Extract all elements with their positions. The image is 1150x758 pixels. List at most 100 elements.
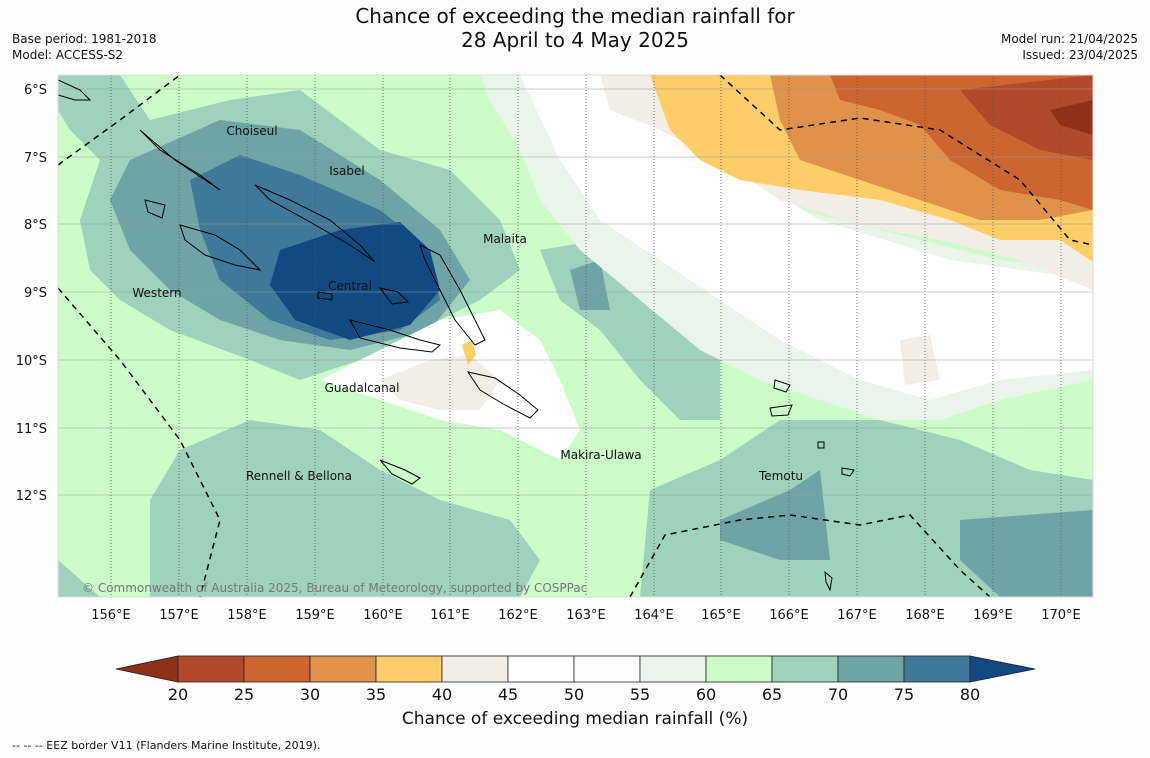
zone-45-55 <box>520 75 1093 400</box>
lat-label: 7°S <box>24 151 47 166</box>
western-island-1 <box>144 199 166 219</box>
lat-label: 11°S <box>16 422 47 437</box>
temotu-island-2 <box>769 404 793 417</box>
temotu-island-3 <box>841 467 855 477</box>
colorbar-segment <box>837 655 905 683</box>
lat-axis-labels: 6°S 7°S 8°S 9°S 10°S 11°S 12°S <box>16 83 47 504</box>
lat-label: 10°S <box>16 354 47 369</box>
lon-gridlines <box>110 75 1062 597</box>
eez-borders <box>58 75 1093 597</box>
label-malaita: Malaita <box>483 232 527 246</box>
map-frame <box>57 74 1094 598</box>
zone-80-plus <box>270 222 440 340</box>
guadalcanal-north <box>349 319 442 353</box>
label-temotu: Temotu <box>758 469 803 483</box>
choiseul-island <box>139 129 221 191</box>
colorbar-extend-low <box>115 655 179 683</box>
base-info: Base period: 1981-2018 Model: ACCESS-S2 <box>12 31 157 63</box>
rennell-island <box>379 459 421 485</box>
coastlines <box>58 79 855 592</box>
lon-label: 169°E <box>973 608 1013 623</box>
colorbar-segment <box>639 655 707 683</box>
colorbar-segment <box>771 655 839 683</box>
lon-label: 160°E <box>363 608 403 623</box>
title-line-2: 28 April to 4 May 2025 <box>461 28 689 52</box>
colorbar-tick-label: 80 <box>960 685 980 704</box>
zone-small-dry <box>462 340 476 365</box>
colorbar-segment <box>705 655 773 683</box>
western-island-2 <box>179 224 262 271</box>
label-makira-ulawa: Makira-Ulawa <box>560 448 641 462</box>
lon-label: 166°E <box>769 608 809 623</box>
model-name: Model: ACCESS-S2 <box>12 48 124 62</box>
temotu-island-4 <box>817 441 825 449</box>
title-line-1: Chance of exceeding the median rainfall … <box>355 4 795 28</box>
zone-40-45-south <box>380 355 500 410</box>
lat-label: 8°S <box>24 218 47 233</box>
lon-label: 168°E <box>905 608 945 623</box>
label-central: Central <box>328 279 372 293</box>
issued-date: Issued: 23/04/2025 <box>1022 48 1138 62</box>
lat-label: 6°S <box>24 83 47 98</box>
base-period: Base period: 1981-2018 <box>12 32 157 46</box>
lon-label: 156°E <box>91 608 131 623</box>
colorbar-segment <box>309 655 377 683</box>
colorbar-tick-label: 30 <box>300 685 320 704</box>
bougainville-coast <box>58 79 92 101</box>
colorbar-tick-label: 70 <box>828 685 848 704</box>
zone-70-75-southeast <box>720 470 830 560</box>
label-rennell-bellona: Rennell & Bellona <box>246 469 352 483</box>
isabel-island <box>254 184 376 263</box>
central-island <box>378 287 410 305</box>
central-island-2 <box>317 291 333 301</box>
temotu-island-5 <box>824 570 833 592</box>
lon-label: 159°E <box>295 608 335 623</box>
lon-label: 161°E <box>430 608 470 623</box>
zone-70-75-east <box>570 260 610 310</box>
colorbar-tick-label: 65 <box>762 685 782 704</box>
colorbar-segment <box>243 655 311 683</box>
label-western: Western <box>132 286 181 300</box>
colorbar-tick-label: 40 <box>432 685 452 704</box>
lon-label: 162°E <box>498 608 538 623</box>
colorbar-extend-high <box>969 655 1036 683</box>
map-title: Chance of exceeding the median rainfall … <box>0 4 1150 52</box>
model-run: Model run: 21/04/2025 <box>1000 32 1138 46</box>
map-contours: Choiseul Isabel Malaita Western Central … <box>58 75 1093 597</box>
colorbar-title: Chance of exceeding median rainfall (%) <box>401 709 749 729</box>
copyright-text: © Commonwealth of Australia 2025, Bureau… <box>82 581 587 595</box>
lat-label: 12°S <box>16 489 47 504</box>
lon-label: 163°E <box>566 608 606 623</box>
colorbar-tick-label: 75 <box>894 685 914 704</box>
colorbar-segment <box>507 655 575 683</box>
zone-65-70-south <box>150 420 540 597</box>
colorbar-segment <box>573 655 641 683</box>
colorbar-tick-label: 20 <box>168 685 188 704</box>
label-choiseul: Choiseul <box>226 124 277 138</box>
colorbar-tick-label: 55 <box>630 685 650 704</box>
colorbar-tick-label: 25 <box>234 685 254 704</box>
lat-gridlines <box>58 88 1093 496</box>
colorbar-tick-label: 45 <box>498 685 518 704</box>
eez-footnote: -- -- -- EEZ border V11 (Flanders Marine… <box>12 739 321 752</box>
colorbar-segment <box>903 655 971 683</box>
colorbar-tick-label: 60 <box>696 685 716 704</box>
lon-label: 157°E <box>159 608 199 623</box>
zone-65-70-corner <box>58 560 100 597</box>
colorbar-segment <box>177 655 245 683</box>
colorbar: 20 25 30 35 40 45 50 55 60 65 70 75 80 <box>115 655 1036 704</box>
label-guadalcanal: Guadalcanal <box>325 381 400 395</box>
lon-label: 170°E <box>1041 608 1081 623</box>
province-labels: Choiseul Isabel Malaita Western Central … <box>132 124 803 483</box>
lon-label: 164°E <box>634 608 674 623</box>
label-isabel: Isabel <box>329 164 364 178</box>
run-info: Model run: 21/04/2025 Issued: 23/04/2025 <box>1001 31 1138 63</box>
malaita-island <box>419 244 486 346</box>
colorbar-segment <box>375 655 443 683</box>
lat-label: 9°S <box>24 286 47 301</box>
colorbar-tick-label: 50 <box>564 685 584 704</box>
lon-label: 158°E <box>227 608 267 623</box>
temotu-island-1 <box>773 379 791 393</box>
colorbar-tick-label: 35 <box>366 685 386 704</box>
